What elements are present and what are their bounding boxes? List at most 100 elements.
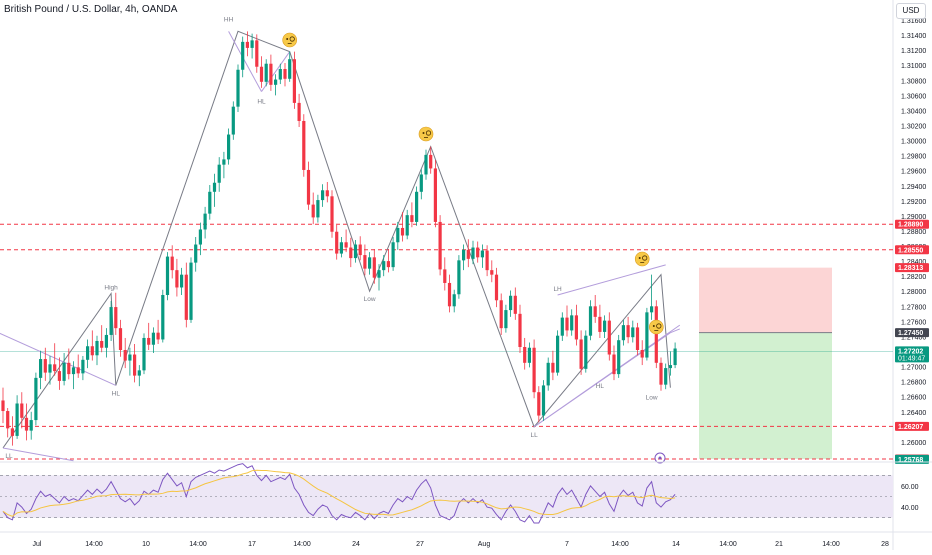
swing-label: High <box>104 285 118 292</box>
candle <box>339 242 343 254</box>
y-tick-label: 1.30000 <box>901 139 926 146</box>
y-tick-label: 1.31600 <box>901 18 926 25</box>
swing-label: HL <box>257 98 266 105</box>
candle <box>560 317 564 336</box>
candle <box>133 354 137 376</box>
take-profit-zone <box>699 332 832 459</box>
price-tag-5 <box>895 421 929 431</box>
candle <box>494 274 499 301</box>
candle <box>377 270 381 278</box>
candle <box>556 335 560 373</box>
candle <box>39 359 43 378</box>
y-tick-label: 1.26000 <box>901 440 926 447</box>
candle <box>635 327 640 351</box>
candle <box>53 364 57 372</box>
y-tick-label: 1.28000 <box>901 289 926 296</box>
monocle-face-icon <box>648 319 664 335</box>
candle <box>518 313 522 347</box>
price-tag-label: 1.27202 <box>898 348 923 355</box>
x-tick-label: 7 <box>565 541 569 548</box>
candle <box>114 307 118 329</box>
candle <box>358 244 362 256</box>
candle <box>584 335 588 369</box>
candle <box>231 106 235 135</box>
candle <box>67 362 71 375</box>
swing-label: HH <box>224 16 234 23</box>
price-tag-4 <box>895 346 929 363</box>
candle <box>283 68 287 79</box>
x-tick-label: 14:00 <box>189 541 207 548</box>
candle <box>565 317 569 331</box>
candle <box>264 63 268 82</box>
candle <box>664 368 668 385</box>
candle <box>659 362 663 385</box>
price-tag-label: 1.28313 <box>898 265 923 272</box>
candle <box>410 215 414 222</box>
candle <box>212 182 217 192</box>
candle <box>438 221 442 270</box>
candle <box>523 346 527 363</box>
candle <box>175 270 179 288</box>
candle <box>62 362 66 381</box>
channel-line <box>670 328 680 334</box>
rsi-tick-label: 40.00 <box>901 505 919 512</box>
candle <box>476 247 480 258</box>
candle <box>194 244 198 263</box>
swing-label: LH <box>553 286 562 293</box>
candle <box>668 365 672 369</box>
candle <box>462 249 466 261</box>
y-tick-label: 1.27600 <box>901 319 926 326</box>
candle <box>574 315 578 340</box>
candle <box>537 392 541 416</box>
candle <box>541 385 546 416</box>
candle <box>443 269 447 283</box>
chart-title: British Pound / U.S. Dollar, 4h, OANDA <box>4 4 178 15</box>
x-tick-label: 14:00 <box>85 541 103 548</box>
price-tag-label: 1.25768 <box>898 457 923 464</box>
candle <box>490 270 494 275</box>
candle <box>128 354 132 361</box>
candle <box>382 261 386 271</box>
candle <box>274 79 278 85</box>
candle <box>344 242 348 248</box>
candle <box>161 295 165 340</box>
candle <box>81 359 85 374</box>
candle <box>349 247 353 259</box>
candle <box>48 364 52 373</box>
monocle-face-icon <box>418 126 434 142</box>
y-tick-label: 1.31200 <box>901 48 926 55</box>
candle <box>400 227 405 236</box>
candle <box>335 231 339 254</box>
x-tick-label: Aug <box>478 541 491 548</box>
candle <box>603 320 607 332</box>
candle <box>245 41 249 48</box>
swing-label: Low <box>364 296 376 303</box>
candle <box>626 325 630 338</box>
price-tag-label: 1.28890 <box>898 222 923 229</box>
candle <box>471 247 475 259</box>
candle <box>255 40 259 67</box>
candle <box>386 261 390 268</box>
y-tick-label: 1.30600 <box>901 93 926 100</box>
y-tick-label: 1.31400 <box>901 33 926 40</box>
x-tick-label: 24 <box>352 541 360 548</box>
monocle-face-icon <box>282 32 298 48</box>
y-tick-label: 1.26800 <box>901 380 926 387</box>
y-tick-label: 1.30200 <box>901 124 926 131</box>
candle <box>673 348 677 366</box>
candle <box>551 362 555 373</box>
candle <box>203 213 207 230</box>
candle <box>15 403 19 436</box>
candle <box>1 400 5 412</box>
candle <box>607 320 611 355</box>
candle <box>184 274 188 320</box>
candle <box>363 255 367 269</box>
candle <box>100 340 104 348</box>
y-tick-label: 1.26400 <box>901 410 926 417</box>
currency-button[interactable]: USD <box>896 3 926 19</box>
x-tick-label: 14 <box>672 541 680 548</box>
candle <box>499 300 503 329</box>
candle <box>617 340 621 375</box>
x-tick-label: 10 <box>142 541 150 548</box>
